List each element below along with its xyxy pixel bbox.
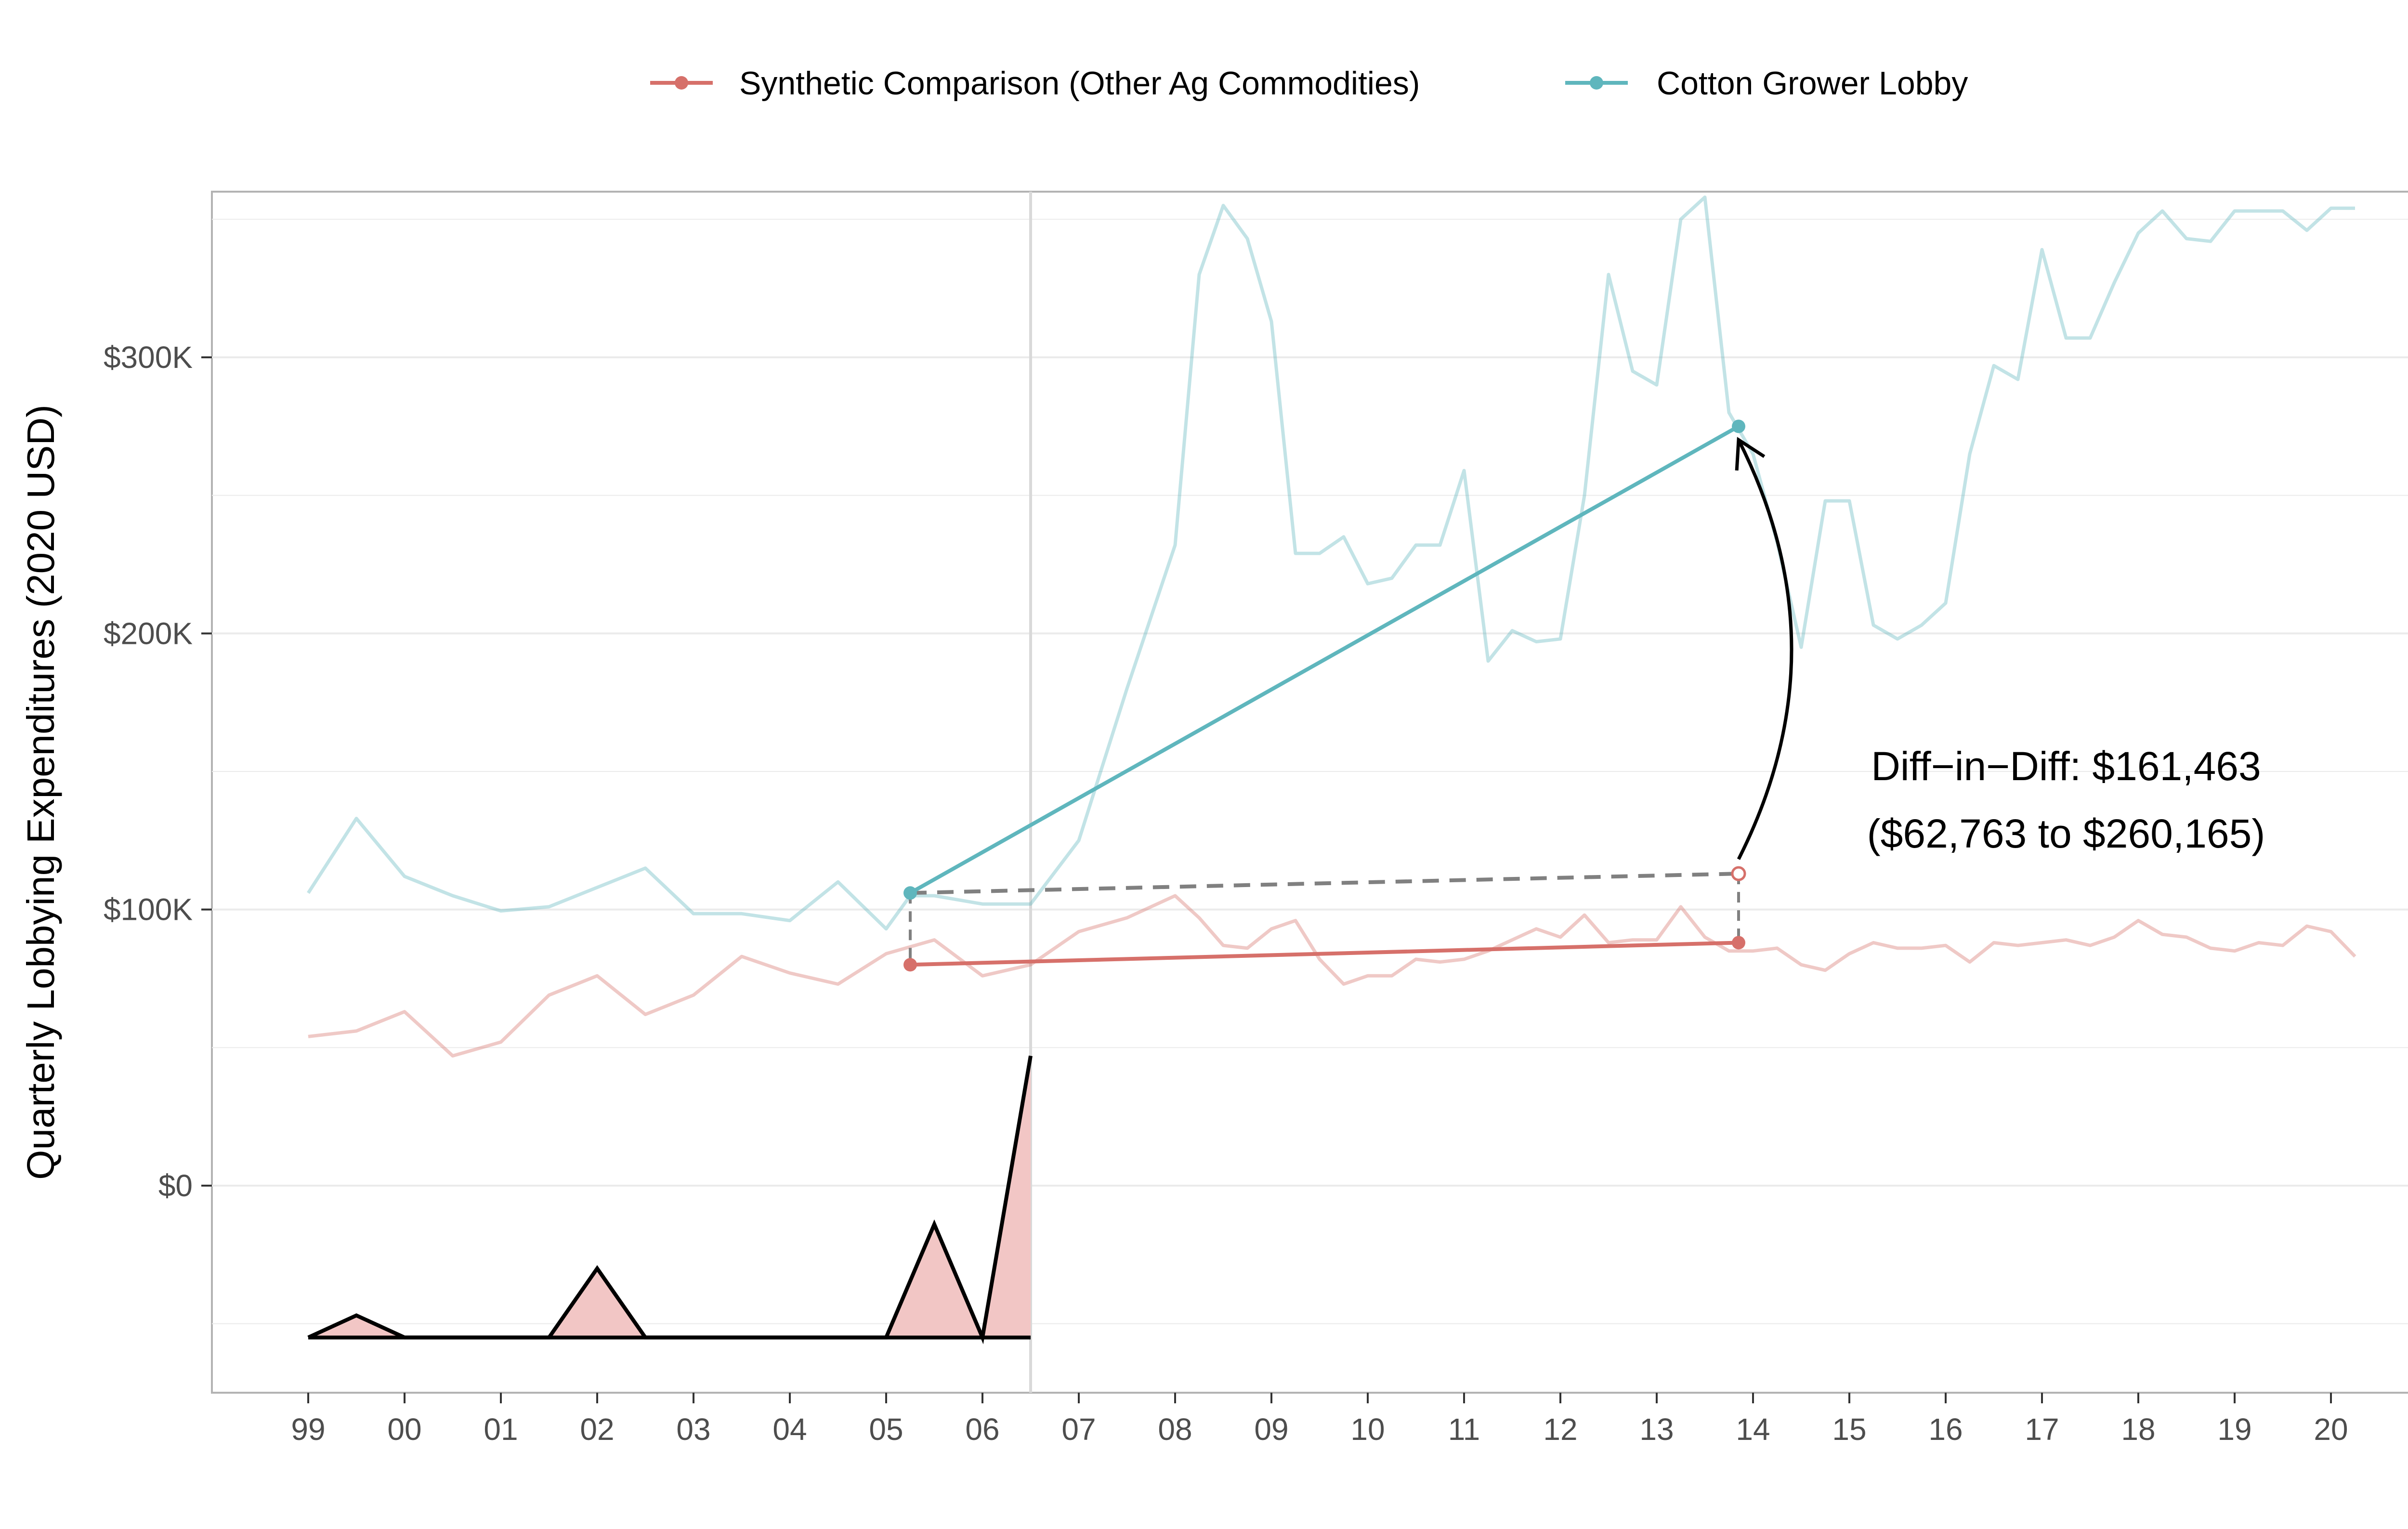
legend-key-synthetic-point <box>675 76 688 90</box>
did-annotation: Diff−in−Diff: $161,463 ($62,763 to $260,… <box>1735 437 2265 860</box>
x-tick-label: 99 <box>291 1412 325 1447</box>
y-tick-label: $300K <box>104 340 193 375</box>
x-tick-label: 18 <box>2121 1412 2155 1447</box>
annotation-arrowhead <box>1735 437 1766 471</box>
series-layer <box>307 196 2356 1058</box>
x-tick-label: 07 <box>1061 1412 1096 1447</box>
y-tick-label: $200K <box>104 616 193 651</box>
x-tick-label: 13 <box>1639 1412 1674 1447</box>
cotton-pre-point <box>903 886 917 900</box>
legend-label-cotton: Cotton Grower Lobby <box>1657 65 1968 102</box>
y-axis: $0 $100K $200K $300K <box>104 340 212 1203</box>
cotton-post-point <box>1732 419 1745 433</box>
x-tick-label: 09 <box>1254 1412 1288 1447</box>
x-tick-label: 03 <box>676 1412 710 1447</box>
legend-key-cotton-point <box>1590 76 1603 90</box>
x-tick-label: 00 <box>387 1412 421 1447</box>
x-tick-label: 12 <box>1543 1412 1577 1447</box>
y-tick-label: $0 <box>158 1168 193 1203</box>
annotation-arrow <box>1737 439 1793 860</box>
series-line-cotton <box>307 196 2355 931</box>
x-tick-label: 17 <box>2025 1412 2059 1447</box>
x-tick-label: 05 <box>869 1412 903 1447</box>
annotation-line-2: ($62,763 to $260,165) <box>1867 811 2265 856</box>
synthetic-pre-point <box>903 958 917 972</box>
x-tick-label: 15 <box>1832 1412 1866 1447</box>
cotton-did-line <box>909 424 1740 895</box>
legend-label-synthetic: Synthetic Comparison (Other Ag Commoditi… <box>739 65 1420 102</box>
counterfactual-post-point <box>1731 866 1746 881</box>
x-tick-label: 04 <box>772 1412 807 1447</box>
gap-line <box>307 1055 1033 1345</box>
y-tick-label: $100K <box>104 892 193 927</box>
plot-area <box>307 192 2356 1393</box>
synthetic-post-point <box>1732 936 1745 950</box>
x-axis: 99 00 01 02 03 04 05 06 07 08 09 10 11 12 13 14 15 16 17 18… <box>291 1393 2348 1447</box>
legend-item-synthetic: Synthetic Comparison (Other Ag Commoditi… <box>650 65 1420 102</box>
counterfactual-line <box>910 872 1739 895</box>
synthetic-did-line <box>910 941 1739 967</box>
x-tick-label: 06 <box>965 1412 999 1447</box>
x-tick-label: 19 <box>2217 1412 2251 1447</box>
x-tick-label: 20 <box>2314 1412 2348 1447</box>
annotation-line-1: Diff−in−Diff: $161,463 <box>1871 744 2261 789</box>
legend: Synthetic Comparison (Other Ag Commoditi… <box>650 65 1968 102</box>
y-axis-title: Quarterly Lobbying Expenditures (2020 US… <box>19 405 62 1180</box>
pre-treatment-gap <box>307 1055 1033 1345</box>
x-tick-label: 02 <box>580 1412 614 1447</box>
x-tick-label: 10 <box>1350 1412 1385 1447</box>
x-tick-label: 14 <box>1736 1412 1770 1447</box>
x-tick-label: 11 <box>1448 1412 1480 1447</box>
legend-item-cotton: Cotton Grower Lobby <box>1565 65 1968 102</box>
series-line-synthetic <box>308 894 2356 1058</box>
diff-in-diff-overlay <box>903 419 1746 972</box>
x-tick-label: 16 <box>1928 1412 1963 1447</box>
gap-fill <box>308 1056 1031 1338</box>
plot-panel <box>211 191 2408 1394</box>
x-tick-label: 01 <box>484 1412 518 1447</box>
x-tick-label: 08 <box>1158 1412 1192 1447</box>
